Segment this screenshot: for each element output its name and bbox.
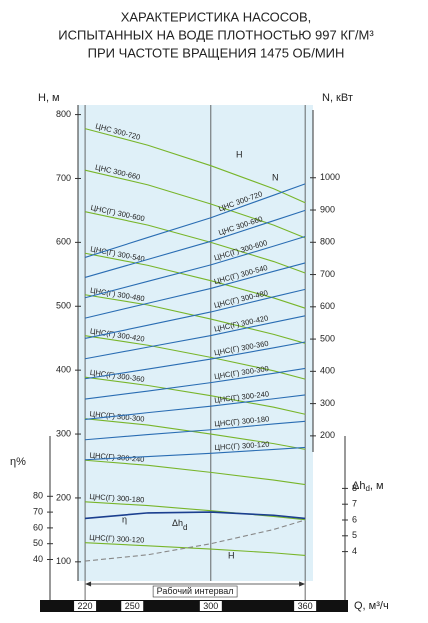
tick-label: 800	[320, 237, 335, 247]
y4-label-sub: d	[365, 484, 369, 493]
annotation: N	[272, 172, 279, 182]
curve	[84, 209, 306, 278]
curve-label: ЦНС(Г) 300-180	[89, 492, 144, 504]
chart-title: ИСПЫТАННЫХ НА ВОДЕ ПЛОТНОСТЬЮ 997 КГ/М³	[58, 27, 374, 42]
annotation-sub: d	[183, 523, 187, 532]
interval-box	[152, 585, 238, 598]
curve-label: ЦНС(Г) 300-240	[89, 451, 145, 464]
annotation: H	[236, 149, 243, 159]
x-tick-label: 250	[125, 601, 140, 611]
curve	[84, 169, 306, 239]
curve	[85, 511, 306, 520]
curve	[84, 183, 306, 258]
curve	[85, 501, 306, 521]
curve	[85, 376, 306, 415]
tick-label: 1000	[320, 172, 340, 182]
interval-label: Рабочий интервал	[157, 586, 234, 596]
tick-label: 4	[352, 546, 357, 556]
tick-label: 600	[320, 301, 335, 311]
x-tick-label: 300	[203, 601, 218, 611]
tick-label: 800	[56, 109, 71, 119]
tick-label: 200	[56, 492, 71, 502]
tick-label: 700	[56, 173, 71, 183]
chart-title: ХАРАКТЕРИСТИКА НАСОСОВ,	[121, 9, 312, 24]
x-tick-box	[294, 601, 317, 611]
curve	[85, 519, 306, 562]
x-axis-label: Q, м³/ч	[354, 600, 389, 612]
tick-label: 50	[33, 538, 43, 548]
curve	[84, 341, 306, 380]
axis-lines	[49, 105, 346, 600]
annotation-main: Δh	[172, 518, 183, 528]
x-axis-bar	[40, 600, 348, 612]
y4-axis-label: Δhd, м	[352, 480, 384, 493]
tick-label: 100	[56, 556, 71, 566]
curve	[84, 252, 306, 309]
curve	[85, 367, 306, 400]
curve	[84, 128, 306, 204]
curve	[84, 235, 306, 299]
tick-label: 8	[352, 483, 357, 493]
tick-label: 6	[352, 514, 357, 524]
y2-axis-label: N, кВт	[322, 92, 353, 104]
curve	[84, 315, 306, 360]
curve	[85, 418, 306, 450]
tick-label: 40	[33, 554, 43, 564]
curve	[84, 335, 306, 380]
annotation: H	[228, 550, 235, 560]
curve	[85, 420, 306, 441]
tick-label: 80	[33, 491, 43, 501]
y4-label-main: Δh	[352, 480, 365, 492]
x-tick-box	[199, 601, 222, 611]
tick-label: 300	[320, 398, 335, 408]
tick-label: 400	[56, 365, 71, 375]
tick-label: 900	[320, 204, 335, 214]
tick-label: 500	[320, 333, 335, 343]
curve	[84, 288, 306, 339]
tick-label: 400	[320, 366, 335, 376]
annotation: Δhd	[172, 518, 187, 532]
x-tick-label: 220	[78, 601, 93, 611]
tick-label: 200	[320, 430, 335, 440]
tick-label: 300	[56, 428, 71, 438]
chart-title: ПРИ ЧАСТОТЕ ВРАЩЕНИЯ 1475 ОБ/МИН	[88, 45, 345, 60]
curve	[84, 211, 306, 274]
tick-label: 5	[352, 530, 357, 540]
x-tick-label: 360	[298, 601, 313, 611]
x-tick-box	[74, 601, 97, 611]
curve-label: ЦНС(Г) 300-120	[89, 533, 144, 545]
curve	[85, 394, 306, 420]
x-tick-box	[121, 601, 144, 611]
tick-label: 70	[33, 506, 43, 516]
tick-label: 700	[320, 269, 335, 279]
annotation: η	[122, 514, 127, 524]
curve	[85, 446, 306, 461]
y4-label-unit: , м	[370, 480, 384, 492]
tick-label: 60	[33, 522, 43, 532]
y3-axis-label: η%	[10, 456, 26, 468]
plot-background	[78, 105, 313, 581]
curve	[85, 459, 306, 486]
tick-label: 500	[56, 301, 71, 311]
tick-label: 600	[56, 237, 71, 247]
curve	[84, 262, 306, 319]
curve	[84, 294, 306, 344]
curve	[85, 542, 306, 556]
y-axis-label: H, м	[38, 92, 60, 104]
tick-label: 7	[352, 499, 357, 509]
curve-label: ЦНС(Г) 300-120	[214, 440, 269, 452]
